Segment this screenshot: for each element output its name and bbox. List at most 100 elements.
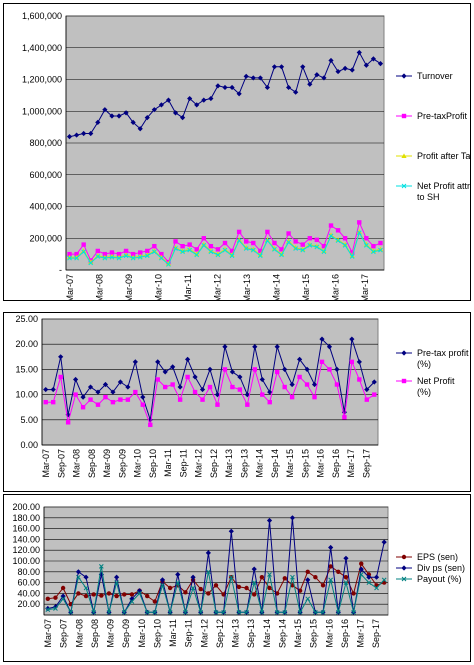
data-point — [342, 236, 348, 241]
x-tick-label: Mar-16 — [324, 619, 334, 648]
data-point — [282, 609, 288, 615]
data-point — [201, 242, 207, 247]
data-point — [364, 386, 370, 393]
data-point — [95, 119, 101, 125]
y-tick-label: 800,000 — [29, 138, 62, 148]
data-point — [190, 585, 196, 591]
x-tick-label: Mar-13 — [231, 619, 241, 648]
data-point — [230, 384, 235, 390]
legend-item: Pre-taxProfit — [396, 111, 468, 121]
x-tick-label: Mar-12 — [194, 449, 204, 478]
x-tick-label: Sep-07 — [56, 449, 66, 478]
data-point — [237, 387, 243, 392]
series-2 — [45, 564, 387, 615]
data-point — [257, 253, 263, 259]
data-point — [65, 420, 71, 425]
data-point — [336, 569, 341, 574]
data-point — [229, 84, 235, 91]
data-point — [109, 250, 115, 255]
data-point — [125, 397, 131, 402]
data-point — [364, 236, 369, 241]
data-point — [272, 247, 277, 252]
data-point — [321, 243, 327, 249]
x-tick-label: Mar-11 — [183, 274, 193, 300]
y-tick-label: 80.00 — [17, 567, 40, 577]
x-tick-label: Mar-11 — [168, 619, 178, 647]
data-point — [138, 250, 143, 255]
legend-marker — [401, 73, 407, 79]
legend-label: Net Profit attr to SH — [417, 181, 470, 202]
data-point — [293, 239, 298, 244]
data-point — [175, 571, 181, 578]
data-point — [122, 592, 127, 597]
data-point — [88, 130, 94, 137]
data-point — [282, 576, 287, 581]
x-tick-label: Sep-15 — [300, 449, 310, 478]
y-tick-label: 200.00 — [12, 502, 40, 512]
legend-item: Net Profit (%) — [396, 376, 455, 397]
data-point — [300, 242, 305, 247]
data-point — [151, 107, 157, 113]
data-point — [334, 382, 340, 387]
data-point — [158, 254, 164, 260]
data-point — [271, 64, 278, 70]
data-point — [201, 243, 207, 248]
data-point — [118, 397, 123, 402]
data-point — [313, 575, 318, 580]
x-tick-label: Mar-17 — [346, 449, 356, 478]
data-point — [137, 591, 142, 596]
data-point — [236, 237, 242, 242]
legend-item: Div ps (sen) — [396, 563, 465, 573]
data-point — [366, 580, 372, 585]
data-point — [145, 593, 150, 599]
data-point — [185, 374, 190, 380]
data-point — [363, 62, 369, 68]
turnover-profit-svg: - 200,000 400,000 600,000 800,000 1,000,000 1,… — [22, 11, 470, 300]
x-tick-label: Mar-09 — [124, 274, 134, 300]
data-point — [187, 95, 193, 102]
data-point — [228, 528, 234, 534]
data-point — [300, 247, 306, 253]
data-point — [222, 84, 228, 91]
data-point — [187, 247, 193, 253]
data-point — [244, 239, 249, 244]
x-tick-label: Mar-11 — [163, 449, 173, 477]
data-point — [305, 569, 310, 574]
data-point — [356, 229, 362, 234]
data-point — [371, 243, 376, 249]
data-point — [99, 593, 104, 598]
y-tick-label: 20.00 — [17, 599, 40, 609]
legend-marker — [401, 554, 407, 560]
data-point — [109, 254, 115, 260]
data-point — [307, 236, 312, 241]
data-point — [114, 580, 119, 585]
data-point — [199, 386, 206, 393]
data-point — [266, 517, 273, 524]
data-point — [194, 102, 200, 108]
data-point — [201, 236, 206, 241]
data-point — [140, 402, 145, 407]
data-point — [222, 240, 228, 246]
y-tick-label: 25.00 — [15, 314, 38, 324]
y-tick-label: 0.00 — [20, 440, 38, 450]
data-point — [250, 75, 256, 81]
y-tick-label: 400,000 — [29, 202, 62, 212]
data-point — [314, 237, 320, 243]
data-point — [370, 56, 376, 62]
data-point — [45, 607, 51, 612]
data-point — [208, 95, 214, 102]
x-tick-label: Mar-07 — [43, 619, 53, 648]
data-point — [320, 609, 326, 615]
y-tick-label: 160.00 — [12, 524, 40, 534]
y-tick-label: 120.00 — [12, 545, 40, 555]
data-point — [129, 596, 135, 602]
data-point — [278, 64, 285, 70]
data-point — [349, 359, 355, 365]
x-tick-label: Mar-15 — [285, 449, 295, 478]
data-point — [328, 577, 334, 583]
data-point — [286, 231, 291, 236]
data-point — [356, 49, 362, 56]
y-tick-label: 200,000 — [29, 233, 62, 243]
legend-label: Payout (%) — [417, 574, 462, 584]
data-point — [300, 64, 306, 70]
